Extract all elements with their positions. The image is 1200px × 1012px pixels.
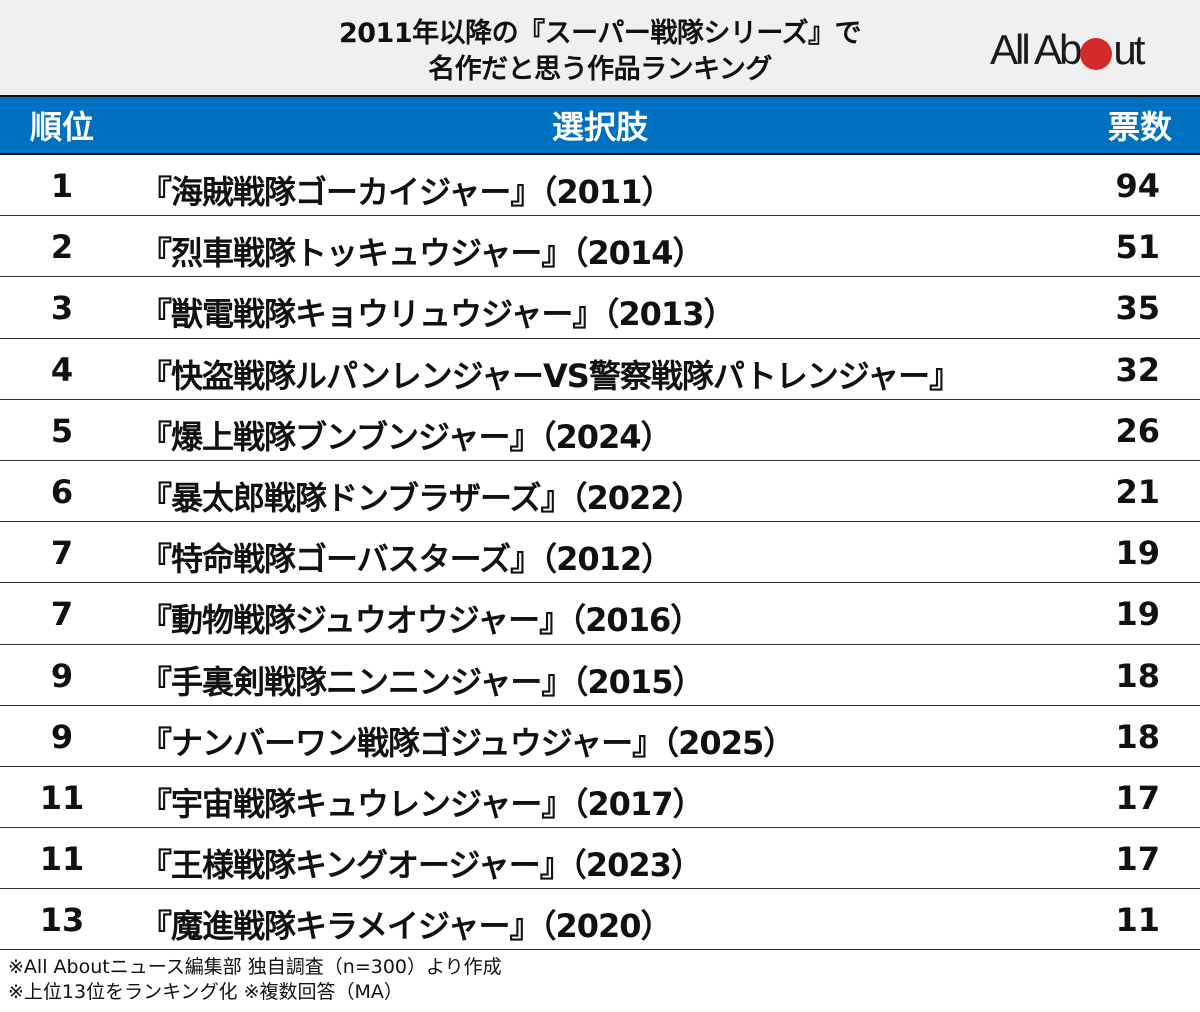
row-rank: 2 [50,228,74,267]
row-votes: 18 [1115,656,1160,695]
row-votes: 19 [1115,595,1160,634]
row-votes: 17 [1115,840,1160,879]
row-rank: 11 [39,840,85,879]
title-line-2: 名作だと思う作品ランキング [428,54,772,85]
row-choice: 『手裏剣戦隊ニンニンジャー』（2015） [140,662,704,701]
column-header-rank: 順位 [30,108,95,146]
row-rank: 1 [50,167,74,205]
row-rank: 7 [50,534,74,573]
row-choice: 『宇宙戦隊キュウレンジャー』（2017） [140,784,704,823]
logo-red-dot-icon [1080,38,1113,70]
row-rank: 9 [50,717,74,756]
row-rank: 11 [39,778,85,817]
row-votes: 18 [1115,717,1160,756]
table-row: 6 『暴太郎戦隊ドンブラザーズ』（2022） 21 [0,461,1200,523]
row-choice: 『動物戦隊ジュウオウジャー』（2016） [140,601,702,640]
row-choice: 『魔進戦隊キラメイジャー』（2020） [140,907,673,946]
row-votes: 19 [1115,534,1160,573]
row-rank: 5 [50,411,74,450]
column-header-choice: 選択肢 [551,108,648,146]
table-body: 1 『海賊戦隊ゴーカイジャー』（2011） 94 2 『烈車戦隊トッキュウジャー』（20… [0,155,1200,951]
row-choice: 『快盗戦隊ルパンレンジャーVS警察戦隊パトレンジャー』 [140,356,961,395]
chart-header: 2011年以降の『スーパー戦隊シリーズ』で 名作だと思う作品ランキング All … [0,0,1200,95]
row-choice: 『獣電戦隊キョウリュウジャー』（2013） [140,295,735,334]
row-choice: 『爆上戦隊ブンブンジャー』（2024） [140,417,673,456]
row-choice: 『特命戦隊ゴーバスターズ』（2012） [140,540,673,579]
table-row: 11 『王様戦隊キングオージャー』（2023） 17 [0,828,1200,890]
row-votes: 35 [1115,289,1160,328]
table-row: 5 『爆上戦隊ブンブンジャー』（2024） 26 [0,400,1200,461]
chart-title: 2011年以降の『スーパー戦隊シリーズ』で 名作だと思う作品ランキング [0,16,1200,88]
table-row: 11 『宇宙戦隊キュウレンジャー』（2017） 17 [0,767,1200,829]
row-choice: 『王様戦隊キングオージャー』（2023） [140,846,703,885]
table-header: 順位 選択肢 票数 [0,95,1200,155]
row-votes: 11 [1115,901,1160,940]
footer-notes: ※All Aboutニュース編集部 独自調査（n=300）より作成 ※上位13位… [8,955,502,1005]
row-rank: 7 [50,595,74,634]
logo-text-left: All Ab [990,26,1082,73]
column-header-votes: 票数 [1107,108,1172,146]
title-line-1: 2011年以降の『スーパー戦隊シリーズ』で [338,18,862,49]
row-votes: 94 [1115,167,1160,205]
row-votes: 32 [1115,350,1160,389]
row-rank: 13 [39,901,85,940]
row-choice: 『暴太郎戦隊ドンブラザーズ』（2022） [140,478,704,517]
table-row: 13 『魔進戦隊キラメイジャー』（2020） 11 [0,889,1200,951]
table-row: 4 『快盗戦隊ルパンレンジャーVS警察戦隊パトレンジャー』 32 [0,339,1200,400]
row-votes: 17 [1115,778,1160,817]
table-row: 7 『特命戦隊ゴーバスターズ』（2012） 19 [0,522,1200,584]
table-row: 9 『手裏剣戦隊ニンニンジャー』（2015） 18 [0,645,1200,706]
table-row: 1 『海賊戦隊ゴーカイジャー』（2011） 94 [0,155,1200,217]
row-choice: 『海賊戦隊ゴーカイジャー』（2011） [140,173,673,211]
table-row: 9 『ナンバーワン戦隊ゴジュウジャー』（2025） 18 [0,706,1200,767]
row-rank: 6 [50,472,74,511]
logo-text-right: ut [1113,26,1145,73]
row-choice: 『烈車戦隊トッキュウジャー』（2014） [140,234,704,273]
row-rank: 3 [50,289,74,328]
footer-method-note: ※上位13位をランキング化 ※複数回答（MA） [8,981,403,1003]
allabout-logo: All Ab ut [990,26,1145,73]
row-rank: 4 [50,350,74,389]
row-rank: 9 [50,656,74,695]
table-row: 3 『獣電戦隊キョウリュウジャー』（2013） 35 [0,277,1200,339]
row-votes: 51 [1115,228,1160,267]
footer-source-note: ※All Aboutニュース編集部 独自調査（n=300）より作成 [8,956,502,978]
table-row: 2 『烈車戦隊トッキュウジャー』（2014） 51 [0,216,1200,278]
row-choice: 『ナンバーワン戦隊ゴジュウジャー』（2025） [140,723,795,762]
table-row: 7 『動物戦隊ジュウオウジャー』（2016） 19 [0,583,1200,645]
row-votes: 26 [1115,411,1160,450]
row-votes: 21 [1115,472,1160,511]
